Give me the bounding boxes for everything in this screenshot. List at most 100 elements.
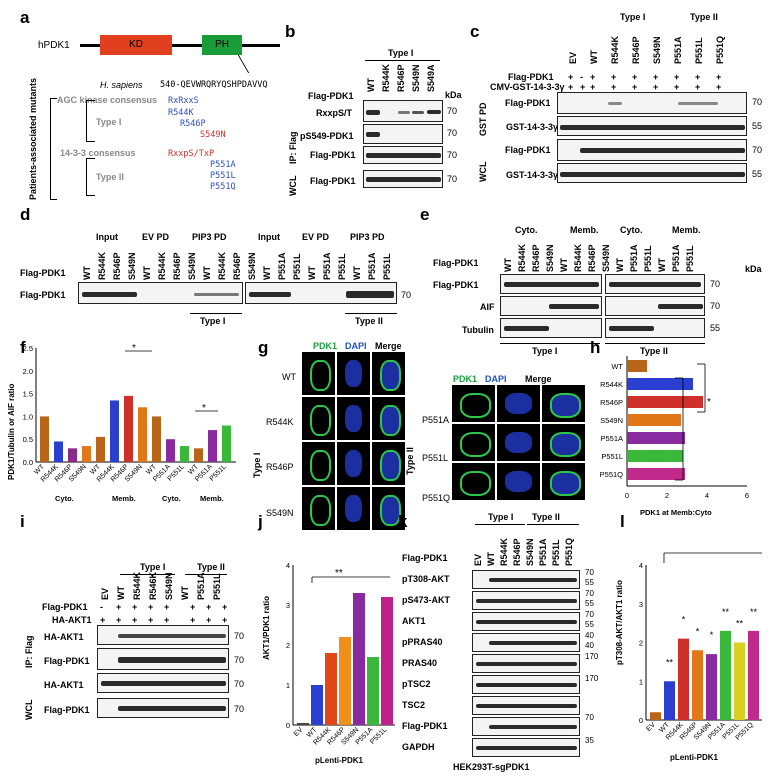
d-lane-label: WT [142, 266, 152, 280]
g-r1-3: S549N [266, 508, 294, 518]
g-type2-image [497, 463, 540, 500]
k-mw: 40 [585, 641, 594, 650]
h-category: P551A [600, 434, 623, 443]
k-blot [472, 654, 580, 673]
f-bar [180, 446, 189, 462]
i-r1-label: Flag-PDK1 [42, 602, 88, 612]
h-category: WT [611, 362, 623, 371]
p551a: P551A [210, 160, 236, 170]
i-row2: HA-AKT1 [44, 680, 84, 690]
l-ytick: 4 [639, 561, 643, 570]
c-r2-sign: + [674, 82, 680, 92]
type1-bracket [86, 100, 95, 142]
panel-f-letter: f [20, 338, 26, 357]
i-mw3: 70 [234, 704, 245, 714]
i-blot3 [97, 673, 229, 693]
j-ytick: 3 [286, 601, 290, 610]
b-type: Type I [388, 48, 414, 58]
j-bar [381, 597, 393, 725]
i-r1-sign: + [116, 602, 122, 612]
l-star: ** [750, 607, 758, 617]
f-group0: Cyto. [55, 494, 74, 503]
panel-b-letter: b [285, 22, 296, 41]
b-row2: pS549-PDK1 [300, 131, 354, 141]
e-lane-label: R544K [517, 243, 527, 272]
l-xlabel: pLenti-PDK1 [670, 753, 719, 762]
g-type2-image [542, 463, 585, 500]
k-cell-line: HEK293T-sgPDK1 [453, 762, 530, 772]
panel-d-letter: d [20, 205, 31, 224]
g-type2-image [542, 424, 585, 461]
c-lane-label: R546P [631, 36, 641, 64]
p551l: P551L [210, 171, 236, 181]
h-xlabel: PDK1 at Memb:Cyto [640, 508, 712, 517]
e-row2: Tubulin [462, 325, 494, 335]
b-wcl-label: WCL [288, 175, 298, 197]
ph-domain: PH [202, 35, 242, 55]
k-row-label: pPRAS40 [402, 637, 443, 647]
k-lane-label: S549N [525, 538, 535, 566]
c-r2-sign: + [590, 82, 596, 92]
c-blot1 [557, 92, 747, 114]
f-bar [138, 407, 147, 462]
c-mw1: 55 [752, 121, 763, 131]
k-mw: 170 [585, 652, 599, 661]
f-ytick: 1.0 [23, 412, 33, 421]
c1433-motif: RxxpS/TxP [168, 149, 215, 159]
b-lane-label: R546P [396, 64, 406, 92]
k-lane-label: P551A [538, 538, 548, 566]
i-lane-label: R544K [132, 571, 142, 600]
f-bar [194, 448, 203, 462]
g-type1: Type I [252, 452, 262, 478]
k-row-label: PRAS40 [402, 658, 438, 668]
e-blot3 [500, 318, 602, 338]
panel-i-letter: i [20, 512, 25, 531]
chart-f: PDK1/Tubulin or AIF ratio 0.0 0.5 1.0 1.5 2.… [7, 343, 236, 503]
g-r2-2: P551Q [422, 493, 451, 503]
patients-bracket [50, 98, 57, 200]
k-mw: 70 [585, 568, 594, 577]
c-r2-sign: + [568, 82, 574, 92]
d-type1-line [190, 313, 242, 314]
f-bar [96, 436, 105, 462]
sequence: 540-QEVWRQRYQSHPDAVVQ [160, 80, 268, 90]
d-lane-label: WT [82, 266, 92, 280]
i-row1: Flag-PDK1 [44, 656, 90, 666]
k-row-label: TSC2 [402, 700, 426, 710]
h-bar [627, 396, 703, 408]
k-lane-label: WT [486, 552, 496, 566]
i-r2-sign: + [206, 615, 212, 625]
i-r1-sign: + [190, 602, 196, 612]
c-r1-sign: - [580, 72, 583, 82]
e-type2: Type II [640, 346, 668, 356]
j-ylabel: AKT1/PDK1 ratio [262, 596, 271, 660]
d-group: EV PD [302, 232, 330, 242]
l-bar [706, 654, 717, 720]
f-star1: * [202, 403, 206, 414]
g-type1-image [302, 397, 335, 440]
d-lane-label: WT [202, 266, 212, 280]
d-group: Input [96, 232, 118, 242]
h-xtick: 6 [745, 491, 749, 500]
d-lane-label: WT [307, 266, 317, 280]
c-lane-label: P551L [694, 37, 704, 64]
p551q: P551Q [210, 182, 236, 192]
b-row4: Flag-PDK1 [310, 176, 356, 186]
f-ytick: 2.0 [23, 367, 33, 376]
j-bar [367, 657, 379, 725]
hpdk1-label: hPDK1 [38, 40, 70, 51]
h-category: P551Q [600, 470, 624, 479]
g-h1-0: PDK1 [313, 341, 338, 351]
f-bar [152, 416, 161, 462]
l-ytick: 3 [639, 600, 643, 609]
l-star: * [710, 630, 714, 640]
e-lane-label: P551A [629, 244, 639, 272]
j-star: ** [335, 568, 343, 579]
e-type1: Type I [532, 346, 558, 356]
c-r1-label: Flag-PDK1 [508, 72, 554, 82]
g-type1-image [337, 397, 370, 440]
c-r2-sign: + [695, 82, 701, 92]
c-r2-sign: + [716, 82, 722, 92]
